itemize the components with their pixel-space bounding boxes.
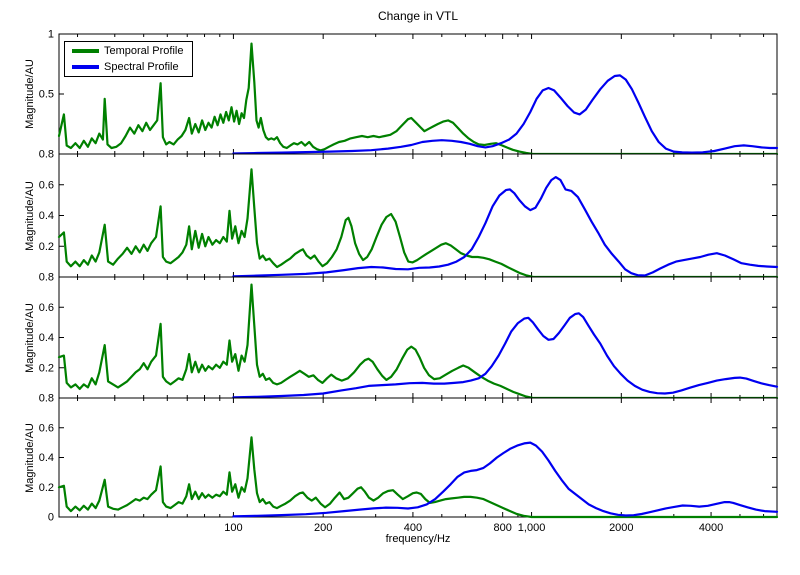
temporal-profile-curve-subplot-3 [57,283,779,400]
legend-label-spectral: Spectral Profile [104,61,179,73]
y-tick-label: 0.5 [39,89,54,101]
spectral-profile-curve-subplot-1 [232,74,779,155]
subplot-3-box [58,276,778,399]
y-tick-label: 0.2 [39,362,54,374]
y-tick-label: 0 [48,512,54,524]
y-tick-label: 1 [48,29,54,41]
spectral-profile-curve-subplot-2 [232,176,779,278]
y-tick-label: 0.6 [39,302,54,314]
spectral-profile-curve-subplot-3 [232,312,779,399]
y-tick-label: 0.2 [39,241,54,253]
y-tick-label: 0.6 [39,422,54,434]
spectral-line-swatch-icon [72,65,99,69]
legend: Temporal Profile Spectral Profile [64,41,193,77]
x-tick-label: 2000 [609,522,633,534]
x-axis-label: frequency/Hz [385,533,451,545]
temporal-line-swatch-icon [72,49,99,53]
temporal-profile-curve-subplot-1 [57,42,779,156]
legend-item-temporal: Temporal Profile [65,45,192,57]
legend-item-spectral: Spectral Profile [65,61,192,73]
legend-label-temporal: Temporal Profile [104,45,184,57]
y-tick-label: 0.2 [39,482,54,494]
x-tick-label: 200 [314,522,332,534]
y-axis-label-subplot-2: Magnitude/AU [24,180,36,251]
x-tick-label: 400 [404,522,422,534]
y-tick-label: 0.8 [39,393,54,405]
y-tick-label: 0.6 [39,179,54,191]
y-axis-label-subplot-3: Magnitude/AU [24,302,36,373]
y-tick-label: 0.4 [39,332,54,344]
y-tick-label: 0.8 [39,149,54,161]
y-axis-label-subplot-4: Magnitude/AU [24,422,36,493]
x-tick-label: 1,000 [518,522,546,534]
temporal-profile-curve-subplot-4 [57,436,779,519]
temporal-profile-curve-subplot-2 [57,168,779,279]
y-tick-label: 0.8 [39,272,54,284]
y-tick-label: 0.4 [39,210,54,222]
x-tick-label: 800 [493,522,511,534]
page-title: Change in VTL [377,9,459,23]
spectral-profile-curve-subplot-4 [232,441,779,518]
y-tick-label: 0.4 [39,452,54,464]
x-tick-label: 4000 [699,522,723,534]
x-tick-label: 100 [224,522,242,534]
subplot-4-box [58,397,778,518]
y-axis-label-subplot-1: Magnitude/AU [24,59,36,129]
